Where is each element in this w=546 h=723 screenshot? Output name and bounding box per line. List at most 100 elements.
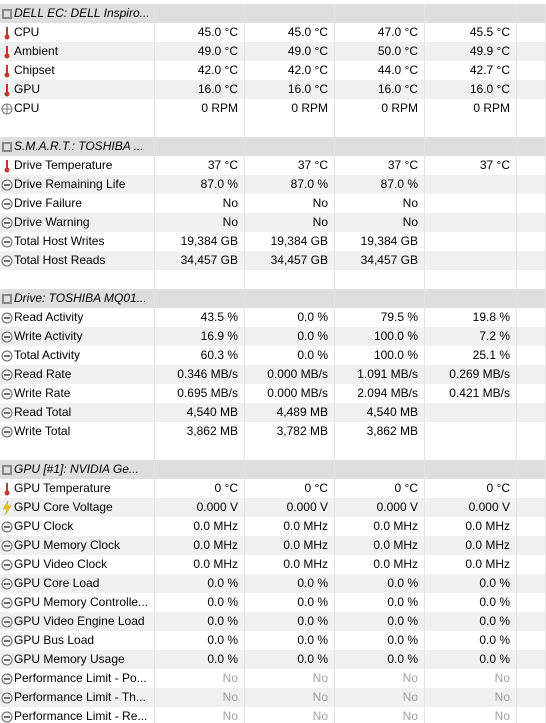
sensor-value: 0.0 MHz [155, 517, 245, 536]
empty-cell [517, 612, 546, 631]
sensor-value-text: 0.0 % [479, 652, 510, 666]
sensor-value: No [155, 707, 245, 723]
section-row: GPU [#1]: NVIDIA Ge... [0, 460, 546, 479]
sensor-value-text: No [402, 196, 418, 210]
sensor-value-text: 4,540 MB [366, 405, 418, 419]
sensor-value-text: 0.0 MHz [283, 557, 328, 571]
sensor-value-text: 45.5 °C [469, 25, 510, 39]
sensor-label-text: Drive Remaining Life [14, 177, 126, 191]
sensor-label: Drive Remaining Life [0, 175, 155, 194]
empty-cell [245, 441, 335, 460]
empty-cell [517, 365, 546, 384]
sensor-row: GPU Clock 0.0 MHz 0.0 MHz 0.0 MHz 0.0 MHz [0, 517, 546, 536]
sensor-row: Chipset 42.0 °C 42.0 °C 44.0 °C 42.7 °C [0, 61, 546, 80]
empty-cell [517, 707, 546, 723]
sensor-value: 0.695 MB/s [155, 384, 245, 403]
sensor-value: No [155, 688, 245, 707]
sensor-icon [1, 83, 13, 99]
section-row: Drive: TOSHIBA MQ01... [0, 289, 546, 308]
sensor-value: No [245, 688, 335, 707]
sensor-value: 37 °C [335, 156, 425, 175]
sensor-value: No [335, 669, 425, 688]
sensor-value-text: 0.0 % [479, 595, 510, 609]
empty-cell [517, 327, 546, 346]
empty-cell [517, 137, 546, 156]
sensor-icon [1, 500, 13, 517]
sensor-label-text: GPU Video Clock [14, 557, 108, 571]
sensor-icon [1, 102, 13, 118]
sensor-value-text: 0.0 MHz [373, 538, 418, 552]
sensor-value: 0.0 MHz [245, 517, 335, 536]
sensor-value-text: 0 RPM [201, 101, 238, 115]
sensor-row: GPU Temperature 0 °C 0 °C 0 °C 0 °C [0, 479, 546, 498]
sensor-value-text: 0 RPM [473, 101, 510, 115]
sensor-label-text: GPU Core Voltage [14, 500, 113, 514]
sensor-value: 0.000 V [155, 498, 245, 517]
empty-cell [245, 289, 335, 308]
sensor-label-text: Write Activity [14, 329, 83, 343]
sensor-icon [1, 558, 13, 574]
sensor-icon [1, 539, 13, 555]
sensor-label: GPU Memory Controlle... [0, 593, 155, 612]
sensor-value-text: 0.000 V [468, 500, 510, 514]
sensor-value-text: 87.0 % [290, 177, 328, 191]
sensor-label: GPU Bus Load [0, 631, 155, 650]
sensor-label: GPU Core Load [0, 574, 155, 593]
sensor-label-text: Total Activity [14, 348, 81, 362]
sensor-value-text: 37 °C [387, 158, 418, 172]
empty-cell [425, 4, 517, 23]
empty-cell [0, 270, 155, 289]
sensor-value: 0.0 % [245, 650, 335, 669]
sensor-value: 0.0 % [155, 612, 245, 631]
sensor-value-text: No [222, 196, 238, 210]
section-icon [1, 292, 13, 308]
sensor-value-text: 0.0 % [297, 652, 328, 666]
section-title: S.M.A.R.T.: TOSHIBA ... [0, 137, 155, 156]
sensor-label-text: Write Total [14, 424, 71, 438]
sensor-label: GPU [0, 80, 155, 99]
sensor-icon [1, 26, 13, 42]
section-icon [1, 463, 13, 479]
sensor-value: 0.0 % [425, 574, 517, 593]
sensor-value-text: 0.0 % [297, 329, 328, 343]
empty-cell [517, 80, 546, 99]
sensor-value: 0.0 % [425, 612, 517, 631]
sensor-row: GPU Core Voltage 0.000 V 0.000 V 0.000 V 0.0… [0, 498, 546, 517]
sensor-label-text: Total Host Writes [14, 234, 105, 248]
sensor-label-text: GPU Video Engine Load [14, 614, 145, 628]
section-icon [1, 7, 13, 23]
sensor-icon [1, 349, 13, 365]
sensor-value-text: 0.000 MB/s [267, 367, 328, 381]
empty-cell [517, 688, 546, 707]
sensor-value: 0 RPM [155, 99, 245, 118]
empty-cell [517, 574, 546, 593]
sensor-value: 0 RPM [425, 99, 517, 118]
sensor-value: No [335, 194, 425, 213]
sensor-value-text: 1.091 MB/s [357, 367, 418, 381]
sensor-label-text: GPU Core Load [14, 576, 100, 590]
sensor-value: 87.0 % [155, 175, 245, 194]
section-title: DELL EC: DELL Inspiro... [0, 4, 155, 23]
sensor-row: Write Total 3,862 MB 3,782 MB 3,862 MB [0, 422, 546, 441]
sensor-value: 25.1 % [425, 346, 517, 365]
sensor-value-text: 0.0 MHz [373, 557, 418, 571]
sensor-value: 0.0 % [155, 650, 245, 669]
section-title-text: GPU [#1]: NVIDIA Ge... [14, 462, 139, 476]
sensor-value: 0.0 % [245, 631, 335, 650]
empty-cell [517, 251, 546, 270]
sensor-value-text: 0.000 V [286, 500, 328, 514]
empty-cell [425, 270, 517, 289]
sensor-icon [1, 178, 13, 194]
sensor-value-text: 0.0 MHz [465, 519, 510, 533]
empty-cell [155, 4, 245, 23]
sensor-icon [1, 406, 13, 422]
sensor-icon [1, 653, 13, 669]
section-title-text: DELL EC: DELL Inspiro... [14, 6, 150, 20]
sensor-value-text: 3,862 MB [366, 424, 418, 438]
sensor-value: 49.0 °C [155, 42, 245, 61]
sensor-value-text: No [312, 196, 328, 210]
empty-cell [517, 270, 546, 289]
sensor-label-text: Read Rate [14, 367, 72, 381]
sensor-label: GPU Temperature [0, 479, 155, 498]
sensor-value-text: 43.5 % [200, 310, 238, 324]
